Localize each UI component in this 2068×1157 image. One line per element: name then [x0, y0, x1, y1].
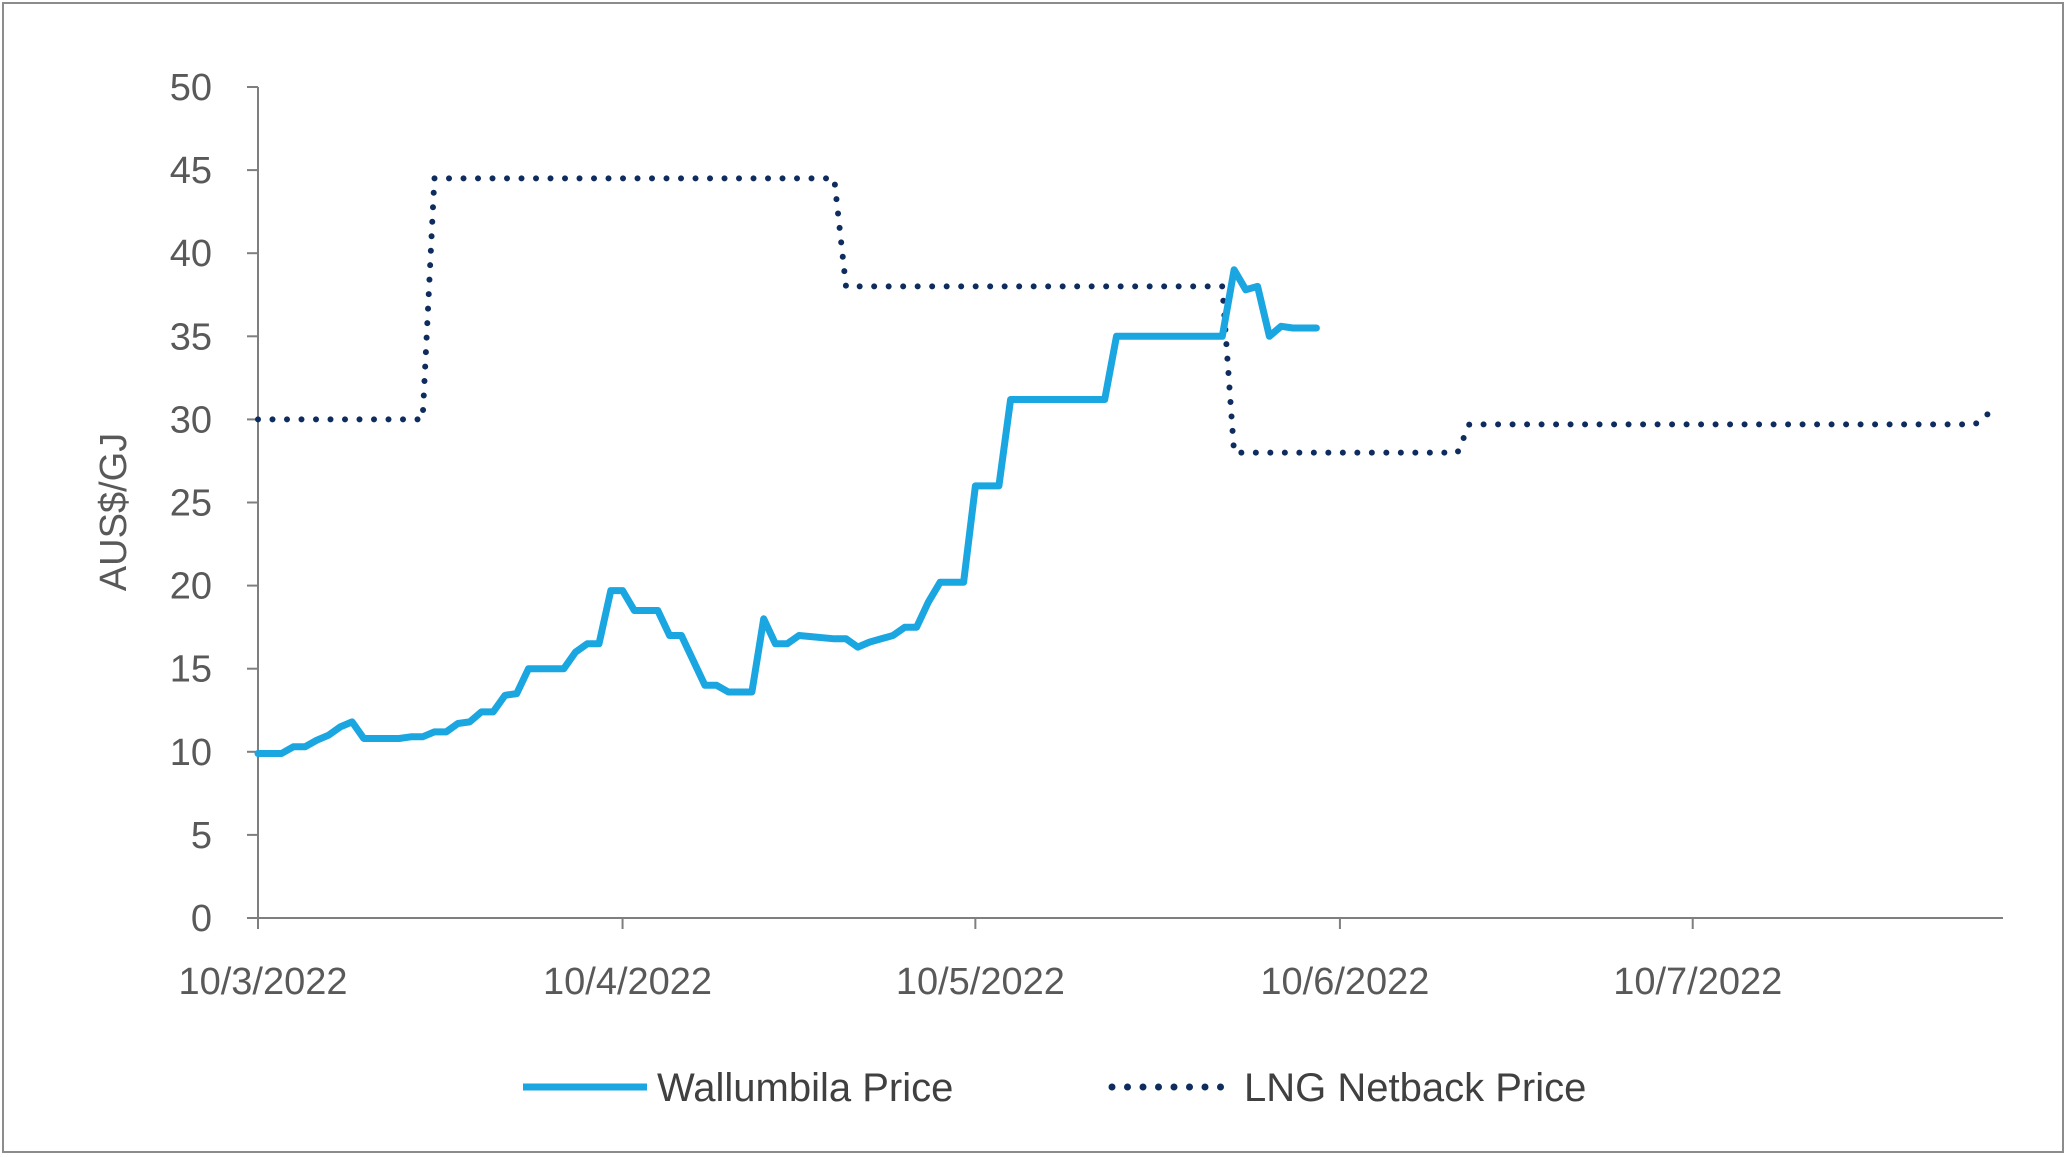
x-tick-label: 10/4/2022: [543, 961, 712, 1003]
y-tick-label: 25: [170, 483, 212, 525]
y-tick-label: 20: [170, 566, 212, 608]
x-axis-ticks: 10/3/2022 10/4/2022 10/5/2022 10/6/2022 10/7…: [178, 918, 1782, 1003]
y-tick-label: 10: [170, 732, 212, 774]
x-tick-label: 10/5/2022: [896, 961, 1065, 1003]
y-tick-label: 35: [170, 316, 212, 358]
legend-label-wallumbila: Wallumbila Price: [657, 1066, 953, 1110]
x-tick-label: 10/6/2022: [1260, 961, 1429, 1003]
x-tick-label: 10/3/2022: [178, 961, 347, 1003]
legend-label-lng-netback: LNG Netback Price: [1244, 1066, 1586, 1110]
y-tick-label: 0: [191, 898, 212, 940]
y-axis-title: AUS$/GJ: [93, 433, 135, 591]
y-tick-label: 40: [170, 233, 212, 275]
y-axis-ticks: 0 5 10 15 20 25 30 35 40 45 50: [170, 67, 258, 940]
series-wallumbila-price: [254, 266, 1320, 757]
y-tick-label: 50: [170, 67, 212, 109]
x-tick-label: 10/7/2022: [1613, 961, 1782, 1003]
y-tick-label: 5: [191, 815, 212, 857]
series-lng-netback-price: [255, 175, 2002, 456]
legend: Wallumbila Price LNG Netback Price: [523, 1066, 1586, 1110]
y-tick-label: 45: [170, 150, 212, 192]
y-tick-label: 15: [170, 649, 212, 691]
y-tick-label: 30: [170, 399, 212, 441]
series-layer: [254, 175, 2002, 757]
